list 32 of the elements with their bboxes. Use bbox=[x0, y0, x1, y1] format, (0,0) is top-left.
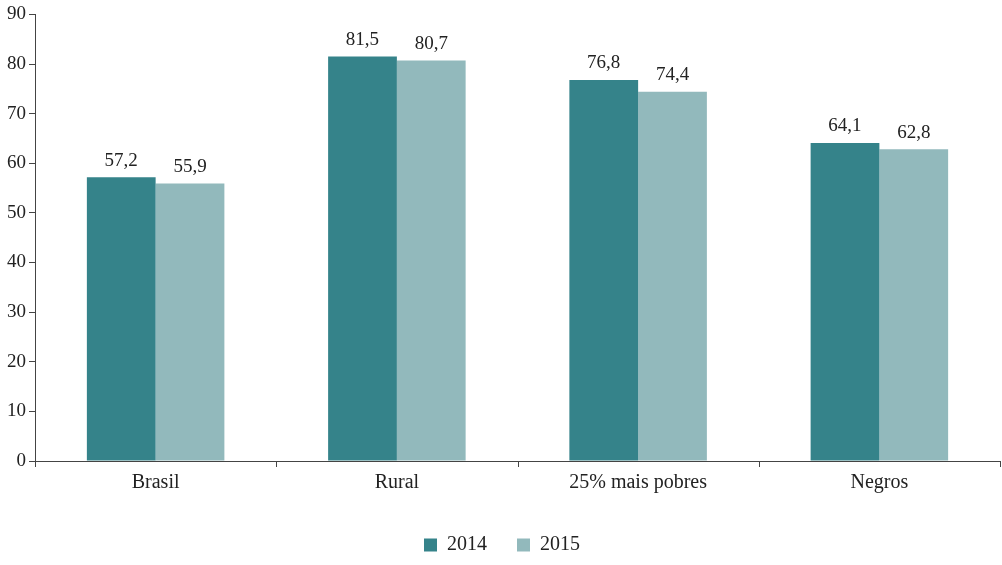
data-label: 81,5 bbox=[345, 28, 380, 50]
x-tick-label: 25% mais pobres bbox=[569, 470, 708, 494]
y-tick-label: 50 bbox=[7, 200, 26, 222]
x-tick-label: Rural bbox=[374, 470, 420, 493]
bar bbox=[328, 56, 397, 461]
y-tick-label: 20 bbox=[7, 349, 26, 371]
bar bbox=[86, 177, 156, 461]
bar bbox=[396, 60, 466, 461]
x-tick-label: Negros bbox=[850, 470, 909, 494]
y-tick-label: 30 bbox=[7, 300, 26, 322]
x-tick-label: Brasil bbox=[131, 470, 180, 493]
legend-label: 2014 bbox=[447, 532, 487, 555]
data-label: 74,4 bbox=[655, 63, 690, 85]
data-label: 62,8 bbox=[897, 120, 931, 142]
y-tick-label: 40 bbox=[7, 250, 26, 272]
data-label: 57,2 bbox=[104, 148, 138, 170]
y-tick-label: 10 bbox=[7, 399, 26, 421]
bar bbox=[638, 91, 707, 461]
data-label: 55,9 bbox=[173, 155, 207, 177]
bar bbox=[569, 79, 639, 461]
data-label: 76,8 bbox=[587, 51, 621, 73]
legend-label: 2015 bbox=[540, 532, 580, 555]
y-tick-label: 60 bbox=[7, 151, 26, 173]
bar bbox=[810, 142, 880, 461]
y-tick-label: 0 bbox=[16, 448, 26, 470]
bar bbox=[155, 183, 225, 461]
y-tick-label: 70 bbox=[7, 101, 26, 123]
bar bbox=[879, 149, 949, 461]
y-tick-label: 90 bbox=[7, 2, 26, 24]
data-label: 64,1 bbox=[828, 114, 862, 136]
y-tick-label: 80 bbox=[7, 52, 26, 74]
data-label: 80,7 bbox=[414, 32, 448, 54]
